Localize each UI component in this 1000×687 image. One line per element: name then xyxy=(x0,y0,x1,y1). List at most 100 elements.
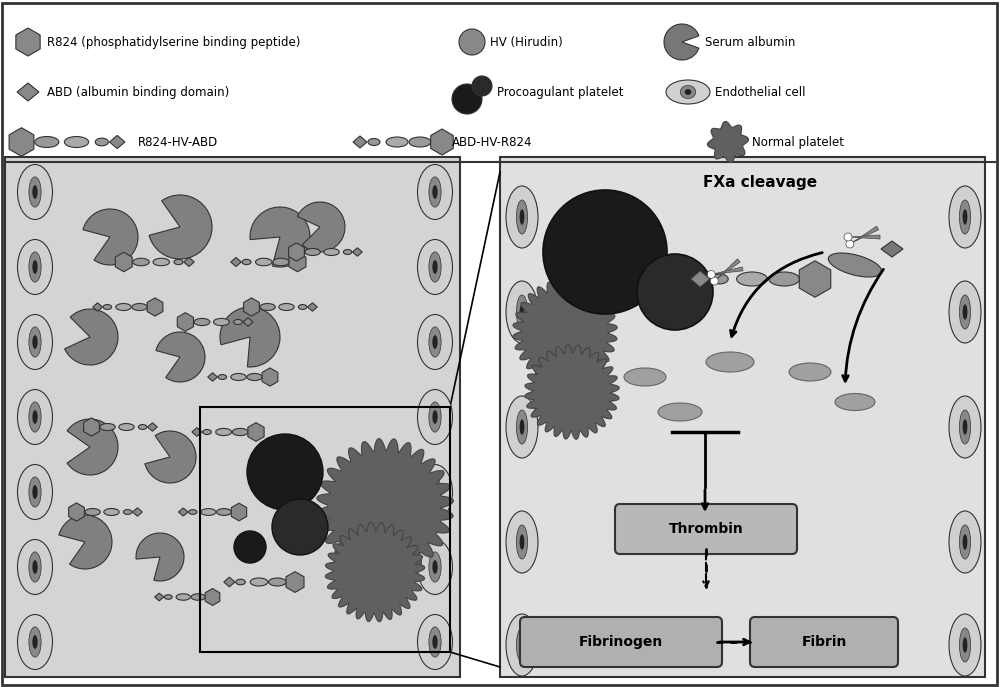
Polygon shape xyxy=(208,373,218,381)
Polygon shape xyxy=(17,83,39,101)
Ellipse shape xyxy=(256,258,272,266)
Ellipse shape xyxy=(176,594,190,600)
Wedge shape xyxy=(220,307,280,367)
Polygon shape xyxy=(148,423,157,431)
Ellipse shape xyxy=(520,638,524,653)
Wedge shape xyxy=(297,202,345,252)
Polygon shape xyxy=(184,258,194,267)
Ellipse shape xyxy=(963,210,967,225)
Polygon shape xyxy=(317,438,453,575)
Circle shape xyxy=(452,84,482,114)
Polygon shape xyxy=(155,593,164,601)
Ellipse shape xyxy=(191,594,205,600)
Ellipse shape xyxy=(706,352,754,372)
Ellipse shape xyxy=(516,200,528,234)
FancyBboxPatch shape xyxy=(750,617,898,667)
Polygon shape xyxy=(231,503,247,521)
Ellipse shape xyxy=(32,335,38,349)
Circle shape xyxy=(472,76,492,96)
Ellipse shape xyxy=(417,390,452,444)
Text: FXa cleavage: FXa cleavage xyxy=(703,174,817,190)
Ellipse shape xyxy=(18,539,52,594)
Ellipse shape xyxy=(250,578,268,586)
Ellipse shape xyxy=(835,394,875,411)
Ellipse shape xyxy=(680,85,696,99)
Wedge shape xyxy=(145,431,196,483)
Ellipse shape xyxy=(85,508,100,515)
Ellipse shape xyxy=(18,390,52,444)
Ellipse shape xyxy=(516,525,528,559)
Polygon shape xyxy=(178,508,188,516)
Ellipse shape xyxy=(29,552,41,582)
Ellipse shape xyxy=(949,511,981,573)
Polygon shape xyxy=(513,280,617,384)
Wedge shape xyxy=(136,533,184,581)
Polygon shape xyxy=(325,522,425,622)
Circle shape xyxy=(844,233,852,241)
Polygon shape xyxy=(248,423,264,441)
Ellipse shape xyxy=(29,402,41,432)
Ellipse shape xyxy=(963,419,967,435)
Ellipse shape xyxy=(429,477,441,507)
Polygon shape xyxy=(308,303,317,311)
Ellipse shape xyxy=(432,410,438,424)
Ellipse shape xyxy=(959,628,971,662)
Ellipse shape xyxy=(217,508,232,515)
Text: R824-HV-ABD: R824-HV-ABD xyxy=(138,135,218,148)
Polygon shape xyxy=(352,248,362,256)
Polygon shape xyxy=(110,135,125,148)
Ellipse shape xyxy=(132,304,147,311)
Ellipse shape xyxy=(218,374,227,379)
Ellipse shape xyxy=(29,252,41,282)
Ellipse shape xyxy=(298,304,307,309)
Text: ABD (albumin binding domain): ABD (albumin binding domain) xyxy=(47,85,229,98)
Ellipse shape xyxy=(247,374,262,381)
Ellipse shape xyxy=(64,137,89,148)
Ellipse shape xyxy=(685,89,691,95)
Ellipse shape xyxy=(35,137,59,148)
Ellipse shape xyxy=(32,560,38,574)
Polygon shape xyxy=(192,428,202,436)
Ellipse shape xyxy=(234,319,242,324)
Ellipse shape xyxy=(32,635,38,649)
Ellipse shape xyxy=(949,281,981,343)
Circle shape xyxy=(637,254,713,330)
Ellipse shape xyxy=(119,423,134,431)
Ellipse shape xyxy=(963,534,967,550)
Ellipse shape xyxy=(18,464,52,519)
Ellipse shape xyxy=(516,628,528,662)
Ellipse shape xyxy=(103,304,112,309)
Circle shape xyxy=(710,277,718,285)
Polygon shape xyxy=(84,418,99,436)
Polygon shape xyxy=(93,303,102,311)
Wedge shape xyxy=(149,195,212,259)
Ellipse shape xyxy=(189,510,197,515)
Polygon shape xyxy=(286,572,304,592)
Ellipse shape xyxy=(279,304,294,311)
Ellipse shape xyxy=(429,252,441,282)
Ellipse shape xyxy=(29,327,41,357)
Ellipse shape xyxy=(386,137,408,147)
Ellipse shape xyxy=(18,240,52,295)
Ellipse shape xyxy=(273,258,289,266)
Ellipse shape xyxy=(305,249,320,256)
Ellipse shape xyxy=(432,635,438,649)
Ellipse shape xyxy=(949,614,981,676)
Ellipse shape xyxy=(432,260,438,274)
Polygon shape xyxy=(799,261,831,297)
Ellipse shape xyxy=(116,304,131,311)
Polygon shape xyxy=(69,503,84,521)
Polygon shape xyxy=(690,271,710,287)
Ellipse shape xyxy=(368,139,380,146)
Ellipse shape xyxy=(201,508,216,515)
Ellipse shape xyxy=(432,485,438,499)
Ellipse shape xyxy=(959,410,971,444)
Ellipse shape xyxy=(769,272,800,286)
Ellipse shape xyxy=(194,318,210,326)
Ellipse shape xyxy=(520,419,524,435)
Polygon shape xyxy=(177,313,194,331)
Ellipse shape xyxy=(164,595,172,599)
Polygon shape xyxy=(132,508,142,516)
Ellipse shape xyxy=(429,177,441,207)
Polygon shape xyxy=(713,267,743,274)
